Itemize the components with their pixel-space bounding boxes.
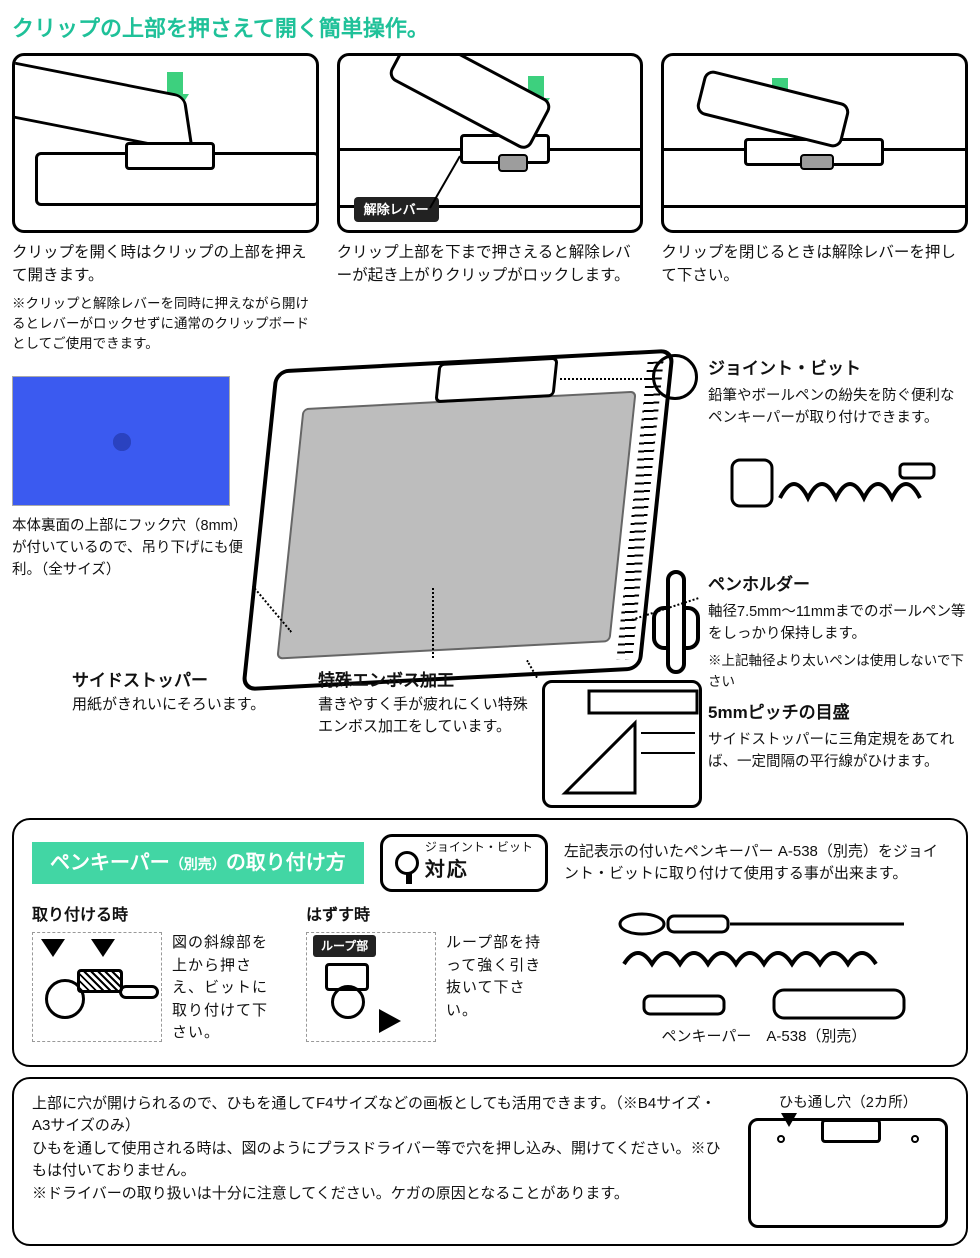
step-1: クリップを開く時はクリップの上部を押えて開きます。 ※クリップと解除レバーを同時…: [12, 53, 319, 354]
joint-bit-body: 鉛筆やボールペンの紛失を防ぐ便利なペンキーパーが取り付けできます。: [708, 386, 966, 430]
feature-emboss: 特殊エンボス加工 書きやすく手が疲れにくい特殊エンボス加工をしています。: [318, 668, 528, 739]
pen-holder-body: 軸径7.5mm〜11mmまでのボールペン等をしっかり保持します。: [708, 602, 966, 646]
feature-side-stopper: サイドストッパー 用紙がきれいにそろいます。: [72, 668, 302, 716]
feature-5mm-scale: 5mmピッチの目盛 サイドストッパーに三角定規をあてれば、一定間隔の平行線がひけ…: [708, 700, 966, 773]
badge-small-text: ジョイント・ビット: [425, 841, 533, 855]
step-1-caption: クリップを開く時はクリップの上部を押えて開きます。: [12, 241, 319, 288]
string-hole-drawing: ひも通し穴（2カ所）: [748, 1093, 948, 1229]
emboss-body: 書きやすく手が疲れにくい特殊エンボス加工をしています。: [318, 694, 528, 739]
coil-drawing: [730, 458, 940, 568]
pen-holder-drawing: [648, 568, 704, 678]
attach-drawing: [32, 932, 162, 1042]
keeper-drawing: [580, 904, 948, 1024]
joint-bit-badge-icon: [395, 851, 419, 875]
side-stopper-body: 用紙がきれいにそろいます。: [72, 694, 302, 717]
scale-title: 5mmピッチの目盛: [708, 700, 966, 726]
pk-title-sub: （別売）: [170, 856, 226, 872]
keeper-caption: ペンキーパー A-538（別売）: [580, 1026, 948, 1049]
step-1-illustration: [12, 53, 319, 233]
clipboard-drawing: [241, 349, 675, 692]
attach-block: 取り付ける時 図の斜線部を上から押さえ、ビットに取り付けて下さい。: [32, 904, 282, 1045]
penkeeper-panel: ペンキーパー（別売）の取り付け方 ジョイント・ビット 対応 左記表示の付いたペン…: [12, 818, 968, 1066]
scale-drawing: [542, 680, 702, 808]
step-2: 解除レバー クリップ上部を下まで押さえると解除レバーが起き上がりクリップがロック…: [337, 53, 644, 354]
pen-holder-note: ※上記軸径より太いペンは使用しないで下さい: [708, 651, 966, 692]
feature-pen-holder: ペンホルダー 軸径7.5mm〜11mmまでのボールペン等をしっかり保持します。 …: [708, 572, 966, 692]
keeper-product: ペンキーパー A-538（別売）: [580, 904, 948, 1049]
side-stopper-title: サイドストッパー: [72, 668, 302, 694]
joint-bit-title: ジョイント・ビット: [708, 356, 966, 382]
badge-big-text: 対応: [425, 855, 533, 885]
string-hole-panel: 上部に穴が開けられるので、ひもを通してF4サイズなどの画板としても活用できます。…: [12, 1077, 968, 1247]
scale-body: サイドストッパーに三角定規をあてれば、一定間隔の平行線がひけます。: [708, 730, 966, 774]
step-3-caption: クリップを閉じるときは解除レバーを押して下さい。: [661, 241, 968, 288]
detach-block: はずす時 ループ部 ループ部を持って強く引き抜いて下さい。: [306, 904, 556, 1042]
main-title: クリップの上部を押さえて開く簡単操作。: [12, 12, 968, 45]
step-1-note: ※クリップと解除レバーを同時に押えながら開けるとレバーがロックせずに通常のクリッ…: [12, 294, 319, 355]
string-hole-line1: 上部に穴が開けられるので、ひもを通してF4サイズなどの画板としても活用できます。…: [32, 1093, 732, 1138]
back-photo: [12, 376, 230, 506]
string-hole-line3: ※ドライバーの取り扱いは十分に注意してください。ケガの原因となることがあります。: [32, 1183, 732, 1206]
step-3: クリップを閉じるときは解除レバーを押して下さい。: [661, 53, 968, 354]
step-3-illustration: [661, 53, 968, 233]
pk-title-tail: の取り付け方: [226, 852, 346, 874]
detach-heading: はずす時: [306, 904, 556, 928]
pen-holder-title: ペンホルダー: [708, 572, 966, 598]
feature-diagram: 本体裏面の上部にフック穴（8mm）が付いているので、吊り下げにも便利。（全サイズ…: [12, 368, 968, 808]
string-hole-line2: ひもを通して使用される時は、図のようにプラスドライバー等で穴を押し込み、開けてく…: [32, 1138, 732, 1183]
loop-label: ループ部: [313, 935, 376, 957]
pk-title-main: ペンキーパー: [50, 852, 170, 874]
string-hole-caption: ひも通し穴（2カ所）: [748, 1093, 948, 1115]
clip-steps-row: クリップを開く時はクリップの上部を押えて開きます。 ※クリップと解除レバーを同時…: [12, 53, 968, 354]
emboss-title: 特殊エンボス加工: [318, 668, 528, 694]
detach-body: ループ部を持って強く引き抜いて下さい。: [446, 932, 556, 1042]
attach-body: 図の斜線部を上から押さえ、ビットに取り付けて下さい。: [172, 932, 282, 1045]
joint-bit-icon: [652, 354, 698, 400]
penkeeper-title: ペンキーパー（別売）の取り付け方: [32, 842, 364, 884]
back-photo-caption: 本体裏面の上部にフック穴（8mm）が付いているので、吊り下げにも便利。（全サイズ…: [12, 516, 252, 581]
compat-badge: ジョイント・ビット 対応: [380, 834, 548, 892]
string-hole-text: 上部に穴が開けられるので、ひもを通してF4サイズなどの画板としても活用できます。…: [32, 1093, 732, 1206]
feature-joint-bit: ジョイント・ビット 鉛筆やボールペンの紛失を防ぐ便利なペンキーパーが取り付けでき…: [708, 356, 966, 429]
step-2-caption: クリップ上部を下まで押さえると解除レバーが起き上がりクリップがロックします。: [337, 241, 644, 288]
attach-heading: 取り付ける時: [32, 904, 282, 928]
release-lever-label: 解除レバー: [354, 197, 439, 223]
detach-drawing: ループ部: [306, 932, 436, 1042]
penkeeper-right-text: 左記表示の付いたペンキーパー A-538（別売）をジョイント・ビットに取り付けて…: [564, 841, 948, 886]
step-2-illustration: 解除レバー: [337, 53, 644, 233]
